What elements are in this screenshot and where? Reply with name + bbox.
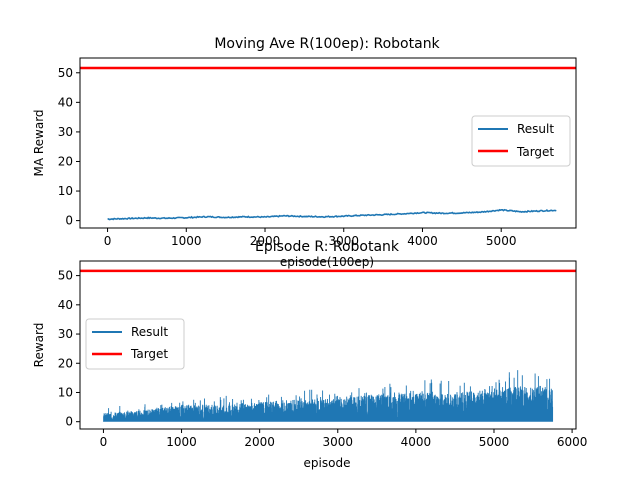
plot-area	[80, 269, 576, 422]
chart-title: Episode R: Robotank	[255, 239, 400, 255]
y-tick-label: 20	[58, 154, 73, 168]
legend-label-result: Result	[517, 122, 554, 136]
y-tick-label: 20	[58, 356, 73, 370]
x-tick-label: 2000	[244, 435, 275, 449]
y-tick-label: 40	[58, 298, 73, 312]
x-tick-label: 4000	[407, 234, 438, 248]
x-tick-label: 5000	[486, 234, 517, 248]
x-tick-label: 3000	[328, 234, 359, 248]
chart-episode-reward: Episode R: Robotank 0 1000 2000 3000 4000 500…	[32, 239, 587, 470]
y-tick-label: 50	[58, 269, 73, 283]
x-tick-label: 4000	[401, 435, 432, 449]
legend: Result Target	[85, 318, 185, 370]
series-line-result	[107, 208, 557, 221]
axis-ticks: 0 1000 2000 3000 4000 5000 0 10 20 30 40 50	[58, 66, 517, 248]
legend-label-target: Target	[130, 347, 168, 361]
y-axis-label: Reward	[32, 323, 46, 368]
y-tick-label: 50	[58, 66, 73, 80]
y-tick-label: 10	[58, 184, 73, 198]
y-tick-label: 30	[58, 125, 73, 139]
x-axis-label: episode(100ep)	[280, 255, 374, 269]
chart-moving-average: Moving Ave R(100ep): Robotank 0 1000 2000 3…	[32, 36, 577, 269]
x-tick-label: 6000	[557, 435, 588, 449]
legend-label-result: Result	[131, 325, 168, 339]
y-tick-label: 40	[58, 95, 73, 109]
chart-title: Moving Ave R(100ep): Robotank	[214, 36, 440, 52]
x-tick-label: 0	[104, 234, 112, 248]
y-tick-label: 10	[58, 385, 73, 399]
axes-frame	[79, 260, 577, 430]
x-tick-label: 1000	[166, 435, 197, 449]
axis-ticks: 0 1000 2000 3000 4000 5000 6000 0 10 20 30 40 50	[58, 269, 588, 449]
y-tick-label: 30	[58, 327, 73, 341]
series-bars-result	[102, 370, 554, 422]
x-tick-label: 1000	[171, 234, 202, 248]
legend-label-target: Target	[516, 145, 554, 159]
axes-frame	[79, 57, 577, 229]
x-tick-label: 3000	[322, 435, 353, 449]
y-tick-label: 0	[65, 214, 73, 228]
y-tick-label: 0	[65, 415, 73, 429]
x-axis-label: episode	[304, 456, 351, 470]
x-tick-label: 5000	[479, 435, 510, 449]
plot-area	[80, 66, 576, 221]
y-axis-label: MA Reward	[32, 109, 46, 176]
x-tick-label: 0	[100, 435, 108, 449]
legend: Result Target	[471, 115, 571, 167]
x-tick-label: 2000	[250, 234, 281, 248]
